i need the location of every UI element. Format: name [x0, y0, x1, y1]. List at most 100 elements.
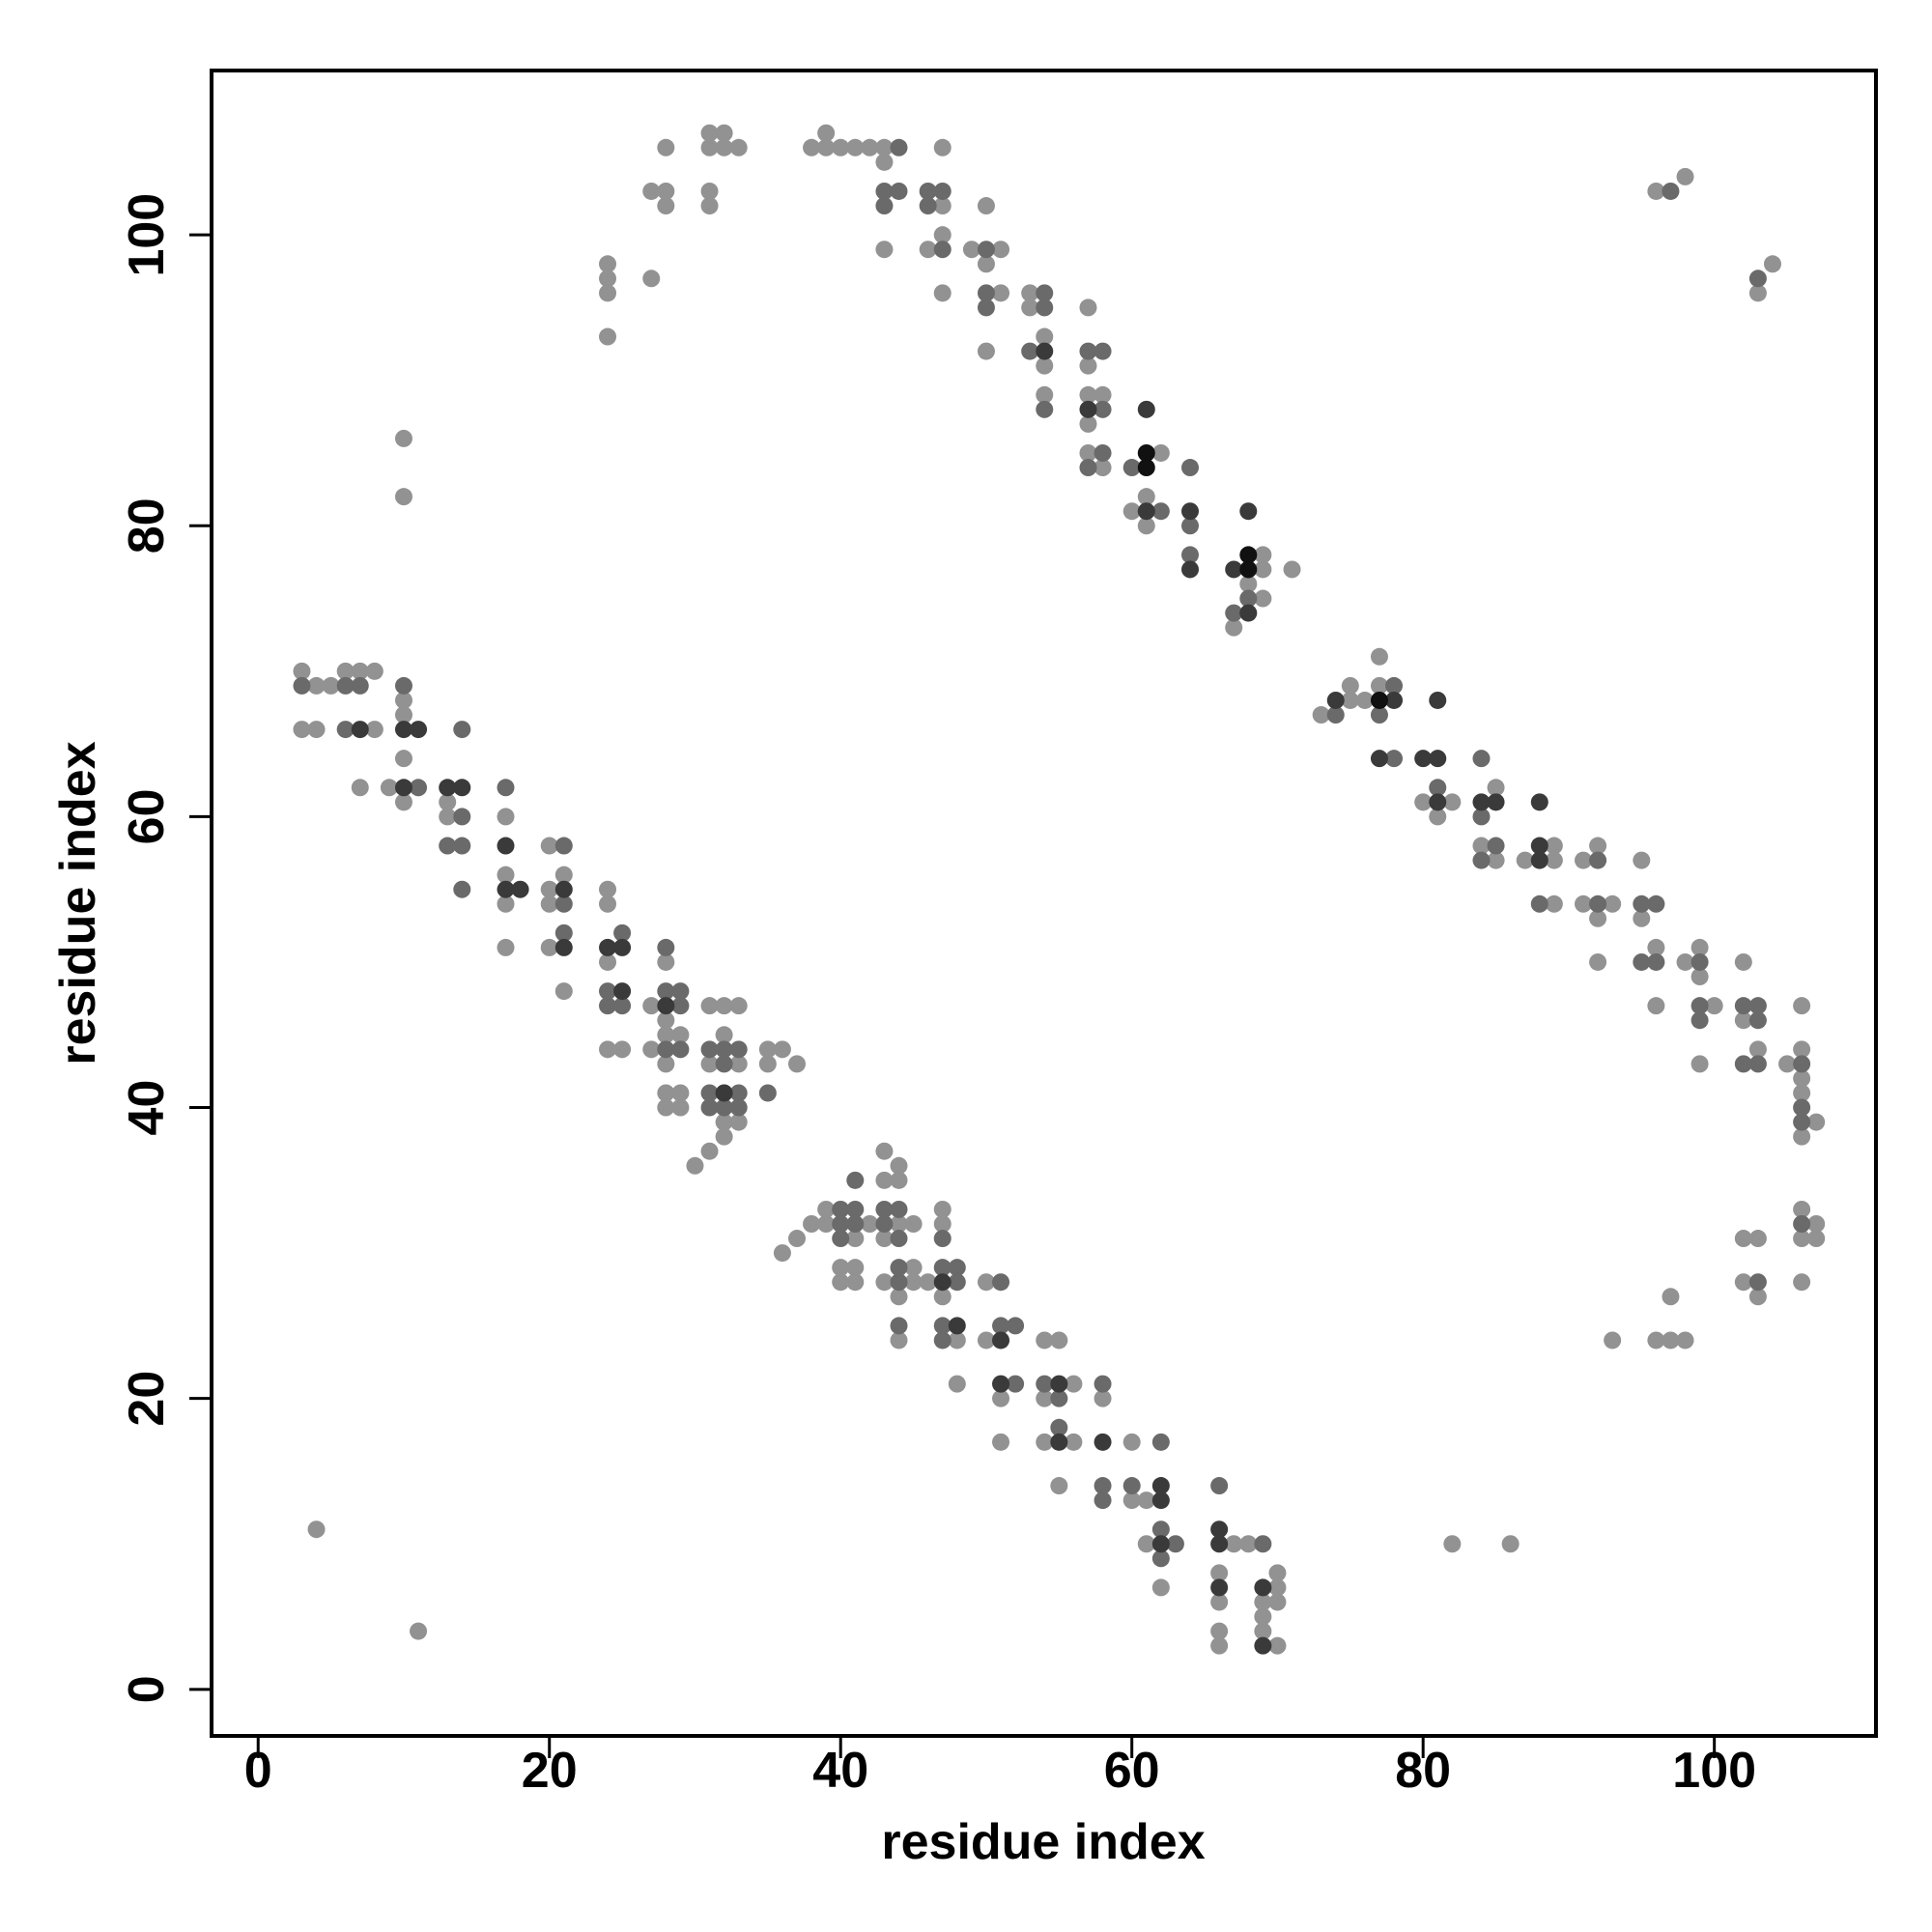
point [497, 880, 515, 898]
point [1239, 1535, 1258, 1553]
point [933, 241, 952, 259]
point [1429, 691, 1447, 709]
point [1180, 546, 1199, 564]
y-tick-label: 20 [119, 1371, 175, 1427]
point [1690, 1055, 1709, 1073]
x-tick-label: 80 [1395, 1743, 1451, 1799]
point [1472, 793, 1491, 811]
point [700, 138, 719, 156]
point [904, 1273, 923, 1292]
point [1151, 1549, 1170, 1568]
y-tick-label: 80 [119, 497, 175, 554]
point [1254, 1593, 1272, 1611]
point [933, 284, 952, 302]
point [1050, 1418, 1068, 1436]
point [1254, 1607, 1272, 1626]
point [1414, 793, 1433, 811]
point [948, 1273, 966, 1292]
point [890, 138, 908, 156]
point [1545, 837, 1563, 855]
point [599, 255, 617, 273]
point [1734, 1055, 1752, 1073]
point [554, 866, 573, 884]
point [497, 866, 515, 884]
point [1225, 604, 1243, 622]
point [933, 1288, 952, 1306]
point [729, 1113, 748, 1131]
point [1180, 459, 1199, 477]
point [1429, 793, 1447, 811]
point [671, 1026, 690, 1044]
point [642, 270, 661, 288]
point [1589, 895, 1607, 913]
point [890, 1156, 908, 1175]
point [1137, 400, 1155, 418]
point [1793, 1215, 1811, 1234]
point [904, 1259, 923, 1277]
y-axis-label: residue index [50, 741, 106, 1065]
point [351, 676, 369, 695]
point [803, 1215, 821, 1234]
point [977, 255, 995, 273]
point [657, 1098, 675, 1117]
point [1065, 1433, 1083, 1451]
point [657, 938, 675, 956]
point [1690, 938, 1709, 956]
point [1370, 691, 1388, 709]
point [293, 721, 311, 739]
point [1225, 618, 1243, 637]
x-tick-label: 40 [812, 1743, 868, 1799]
point [715, 997, 733, 1015]
point [933, 1200, 952, 1218]
point [1370, 706, 1388, 724]
y-tick-label: 60 [119, 788, 175, 844]
point [394, 779, 412, 797]
point [1210, 1578, 1229, 1597]
point [758, 1084, 777, 1102]
point [1094, 459, 1112, 477]
point [1312, 706, 1330, 724]
point [554, 895, 573, 913]
point [642, 1040, 661, 1059]
point [875, 197, 894, 215]
points [293, 124, 1826, 1655]
point [1210, 1477, 1229, 1495]
point [1647, 952, 1665, 971]
point [599, 880, 617, 898]
point [540, 895, 558, 913]
point [1210, 1535, 1229, 1553]
point [1254, 589, 1272, 608]
point [293, 676, 311, 695]
point [1676, 952, 1694, 971]
point [671, 1098, 690, 1117]
point [933, 1230, 952, 1248]
x-tick-label: 20 [522, 1743, 578, 1799]
point [394, 793, 412, 811]
point [380, 779, 398, 797]
point [715, 1127, 733, 1146]
point [439, 779, 457, 797]
point [992, 1433, 1010, 1451]
point [613, 923, 632, 942]
point [1225, 560, 1243, 579]
point [1239, 604, 1258, 622]
point [700, 197, 719, 215]
point [700, 1084, 719, 1102]
point [657, 982, 675, 1001]
point [1122, 502, 1141, 521]
point [700, 1098, 719, 1117]
point [657, 138, 675, 156]
point [1530, 837, 1548, 855]
point [1079, 298, 1097, 317]
point [1793, 1200, 1811, 1218]
point [1443, 793, 1462, 811]
point [657, 1040, 675, 1059]
point [787, 1055, 806, 1073]
point [394, 429, 412, 447]
y-tick-label: 100 [119, 193, 175, 277]
point [1748, 1040, 1767, 1059]
point [1748, 1288, 1767, 1306]
point [511, 880, 529, 898]
point [1647, 1331, 1665, 1350]
